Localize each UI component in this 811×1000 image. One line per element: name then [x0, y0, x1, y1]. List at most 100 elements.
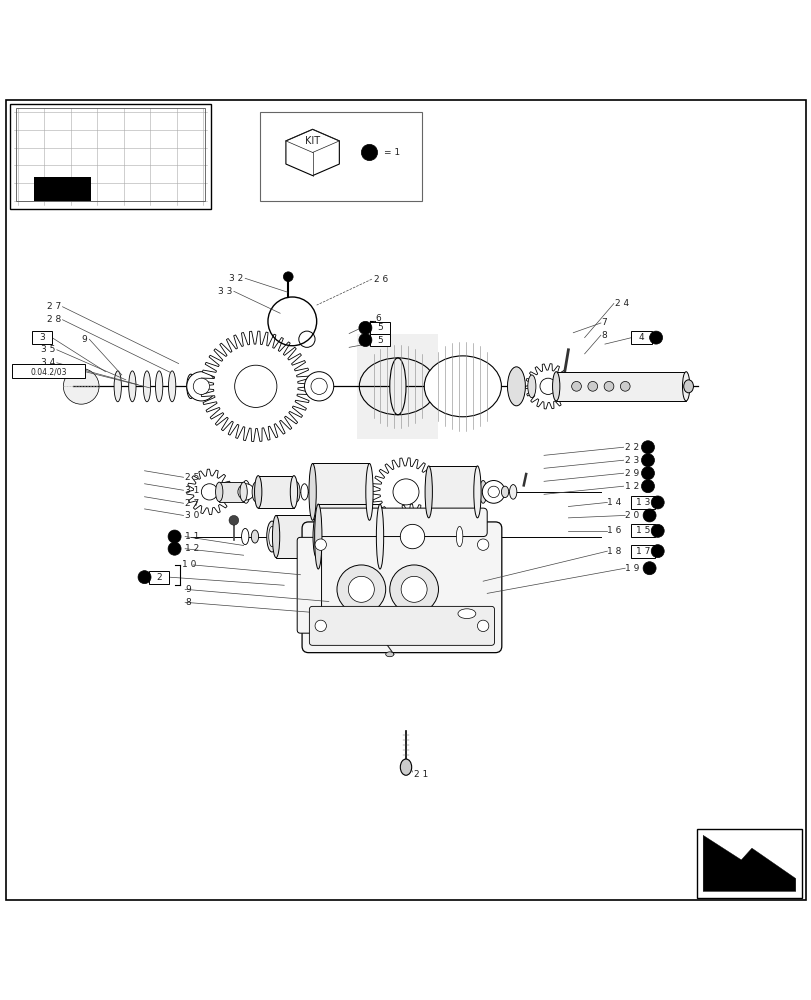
Circle shape — [311, 378, 327, 394]
Circle shape — [650, 496, 663, 509]
Ellipse shape — [474, 466, 480, 518]
Ellipse shape — [143, 371, 150, 402]
Circle shape — [358, 334, 371, 347]
Circle shape — [620, 381, 629, 391]
Circle shape — [201, 484, 217, 500]
Circle shape — [539, 378, 556, 394]
Bar — [630, 545, 654, 558]
Bar — [16, 108, 204, 201]
FancyBboxPatch shape — [302, 522, 501, 653]
Ellipse shape — [187, 374, 195, 398]
Polygon shape — [525, 364, 570, 409]
Text: 3: 3 — [39, 333, 45, 342]
Polygon shape — [187, 469, 232, 515]
Circle shape — [315, 620, 326, 632]
Circle shape — [193, 378, 209, 394]
Circle shape — [650, 545, 663, 558]
Bar — [631, 331, 650, 344]
Circle shape — [358, 321, 371, 334]
Text: 2 0: 2 0 — [624, 511, 639, 520]
Text: KIT: KIT — [305, 136, 320, 146]
Ellipse shape — [314, 504, 321, 569]
Text: 4: 4 — [638, 333, 643, 342]
Text: 2 2: 2 2 — [624, 443, 638, 452]
FancyBboxPatch shape — [297, 537, 321, 633]
Text: 3 2: 3 2 — [229, 274, 243, 283]
Polygon shape — [702, 835, 795, 891]
Circle shape — [168, 530, 181, 543]
Text: 1 3: 1 3 — [635, 498, 650, 507]
Ellipse shape — [400, 759, 411, 775]
Circle shape — [649, 331, 662, 344]
Ellipse shape — [114, 371, 121, 402]
Ellipse shape — [308, 463, 316, 520]
Ellipse shape — [527, 375, 535, 398]
Ellipse shape — [169, 371, 175, 402]
Text: 1 7: 1 7 — [635, 547, 650, 556]
Ellipse shape — [242, 481, 250, 503]
Text: 7: 7 — [600, 318, 606, 327]
Text: 1 1: 1 1 — [185, 532, 200, 541]
Bar — [149, 571, 169, 584]
Text: 3 3: 3 3 — [217, 287, 232, 296]
Circle shape — [337, 565, 385, 614]
Polygon shape — [380, 504, 444, 569]
Text: 1 0: 1 0 — [182, 560, 196, 569]
Ellipse shape — [308, 485, 316, 499]
Text: 1 4: 1 4 — [607, 498, 621, 507]
Ellipse shape — [313, 515, 320, 558]
Circle shape — [401, 576, 427, 602]
Text: 2 9: 2 9 — [624, 469, 639, 478]
Ellipse shape — [425, 466, 431, 518]
Circle shape — [477, 620, 488, 632]
Ellipse shape — [478, 481, 486, 503]
Ellipse shape — [290, 476, 297, 508]
Ellipse shape — [683, 380, 693, 393]
Text: 1 2: 1 2 — [185, 544, 200, 553]
Circle shape — [315, 539, 326, 550]
Polygon shape — [371, 458, 440, 526]
Ellipse shape — [266, 521, 277, 552]
Text: 3 5: 3 5 — [41, 345, 55, 354]
Ellipse shape — [300, 484, 307, 500]
Text: 8: 8 — [185, 598, 191, 607]
Text: 2 5: 2 5 — [185, 473, 200, 482]
Bar — [630, 496, 654, 509]
Circle shape — [361, 144, 377, 161]
Text: 5: 5 — [376, 323, 383, 332]
Bar — [10, 104, 211, 209]
Bar — [312, 463, 369, 520]
Ellipse shape — [155, 371, 162, 402]
Circle shape — [641, 480, 654, 493]
Bar — [696, 829, 801, 898]
Circle shape — [482, 481, 504, 503]
Circle shape — [641, 441, 654, 454]
Ellipse shape — [389, 358, 406, 415]
Text: 2 3: 2 3 — [624, 456, 639, 465]
Text: 3 0: 3 0 — [185, 511, 200, 520]
Bar — [12, 364, 85, 378]
Text: 2 1: 2 1 — [414, 770, 428, 779]
Circle shape — [603, 381, 613, 391]
Text: 1 8: 1 8 — [607, 547, 621, 556]
Ellipse shape — [509, 485, 516, 499]
Ellipse shape — [448, 525, 454, 548]
Ellipse shape — [215, 482, 222, 502]
Circle shape — [642, 562, 655, 575]
Circle shape — [389, 565, 438, 614]
Circle shape — [138, 571, 151, 584]
Text: 1 5: 1 5 — [635, 526, 650, 535]
Ellipse shape — [292, 482, 299, 502]
Text: 1 9: 1 9 — [624, 564, 639, 573]
Circle shape — [477, 539, 488, 550]
Ellipse shape — [128, 371, 135, 402]
Text: 3 4: 3 4 — [41, 358, 55, 367]
Circle shape — [234, 365, 277, 407]
Circle shape — [571, 381, 581, 391]
Ellipse shape — [551, 372, 560, 401]
Circle shape — [393, 479, 418, 505]
Ellipse shape — [453, 521, 464, 552]
Ellipse shape — [423, 356, 500, 417]
Ellipse shape — [251, 530, 258, 543]
Bar — [630, 524, 654, 537]
